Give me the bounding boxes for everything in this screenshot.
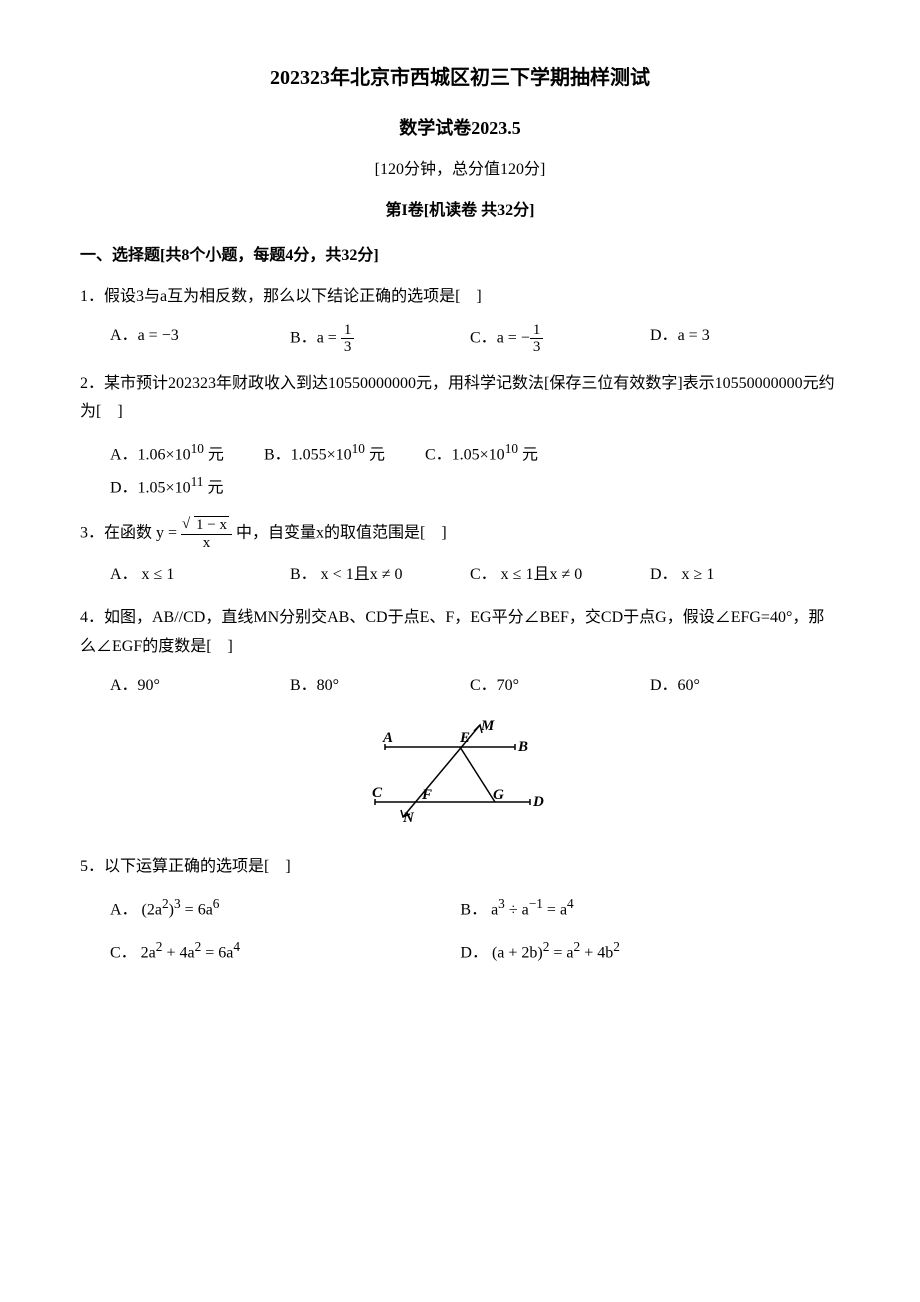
q4-figure: A B C D E F G M N — [80, 717, 840, 838]
q3-suffix: 中，自变量x的取值范围是[ ] — [232, 525, 447, 542]
q2-b-sup: 10 — [352, 441, 365, 456]
q1-c-num: 1 — [530, 322, 544, 340]
q5-c-3: = 6a — [201, 945, 233, 962]
question-4: 4．如图，AB//CD，直线MN分别交AB、CD于点E、F，EG平分∠BEF，交… — [80, 604, 840, 837]
question-3: 3．在函数 y = 1 − x x 中，自变量x的取值范围是[ ] A． x ≤ … — [80, 517, 840, 590]
q4-label-n: N — [402, 810, 415, 826]
q4-label-a: A — [382, 730, 393, 746]
q5-d-2: = a — [549, 945, 573, 962]
q1-d-expr: a = 3 — [678, 327, 710, 344]
q4-label-b: B — [517, 739, 528, 755]
q5-a-sup1: 2 — [162, 896, 169, 911]
q5-b-3: = a — [543, 902, 567, 919]
q5-choice-c: C． 2a2 + 4a2 = 6a4 — [110, 935, 460, 968]
q5-a-sup2: 3 — [174, 896, 181, 911]
q5-a-sup3: 6 — [213, 896, 220, 911]
q5-b-sup2: −1 — [529, 896, 543, 911]
q2-d-sup: 11 — [191, 474, 204, 489]
q1-c-prefix: a = − — [497, 329, 530, 346]
part1-heading: 一、选择题[共8个小题，每题4分，共32分] — [80, 242, 840, 271]
q1-a-expr: a = −3 — [138, 327, 179, 344]
q2-d-suffix: 元 — [203, 480, 223, 497]
main-title: 202323年北京市西城区初三下学期抽样测试 — [80, 60, 840, 96]
q1-choice-b: B．a = 13 — [290, 322, 450, 356]
q3-prefix: 3．在函数 y = — [80, 525, 181, 542]
q4-label-g: G — [493, 787, 504, 803]
q2-choice-d: D．1.05×1011 元 — [110, 470, 223, 503]
subtitle: 数学试卷2023.5 — [80, 112, 840, 144]
q5-b-2: ÷ a — [505, 902, 529, 919]
q4-choice-c: C．70° — [470, 672, 630, 701]
q2-a-prefix: A．1.06×10 — [110, 447, 191, 464]
q3-frac-den: x — [181, 535, 232, 552]
q5-c-1: C． 2a — [110, 945, 156, 962]
section1-title: 第I卷[机读卷 共32分] — [80, 197, 840, 226]
question-5: 5．以下运算正确的选项是[ ] A． (2a2)3 = 6a6 B． a3 ÷ … — [80, 853, 840, 968]
question-2: 2．某市预计202323年财政收入到达10550000000元，用科学记数法[保… — [80, 370, 840, 504]
q3-choice-a: A． x ≤ 1 — [110, 561, 270, 590]
q1-c-label: C． — [470, 329, 497, 346]
info-line: [120分钟，总分值120分] — [80, 156, 840, 185]
question-1: 1．假设3与a互为相反数，那么以下结论正确的选项是[ ] A．a = −3 B．… — [80, 283, 840, 356]
q5-choice-b: B． a3 ÷ a−1 = a4 — [460, 892, 810, 925]
q5-d-sup3: 2 — [613, 939, 620, 954]
q4-label-e: E — [459, 730, 470, 746]
q5-c-sup3: 4 — [233, 939, 240, 954]
q1-b-prefix: a = — [317, 329, 341, 346]
q1-choice-d: D．a = 3 — [650, 322, 810, 356]
q5-b-sup1: 3 — [498, 896, 505, 911]
q5-b-sup3: 4 — [567, 896, 574, 911]
q5-choice-a: A． (2a2)3 = 6a6 — [110, 892, 460, 925]
q4-choice-a: A．90° — [110, 672, 270, 701]
q5-b-1: B． a — [460, 902, 498, 919]
q4-label-f: F — [421, 787, 432, 803]
q3-sqrt-body: 1 − x — [194, 516, 229, 533]
q1-b-num: 1 — [341, 322, 355, 340]
q5-text: 5．以下运算正确的选项是[ ] — [80, 853, 840, 882]
q2-text: 2．某市预计202323年财政收入到达10550000000元，用科学记数法[保… — [80, 370, 840, 428]
q5-d-1: D． (a + 2b) — [460, 945, 542, 962]
q2-c-sup: 10 — [505, 441, 518, 456]
q3-frac-num: 1 − x — [181, 517, 232, 535]
q4-text: 4．如图，AB//CD，直线MN分别交AB、CD于点E、F，EG平分∠BEF，交… — [80, 604, 840, 662]
q4-label-c: C — [372, 785, 383, 801]
q2-a-suffix: 元 — [204, 447, 224, 464]
q2-choice-b: B．1.055×1010 元 — [264, 437, 385, 470]
q2-choice-c: C．1.05×1010 元 — [425, 437, 538, 470]
q1-text: 1．假设3与a互为相反数，那么以下结论正确的选项是[ ] — [80, 283, 840, 312]
q1-c-den: 3 — [530, 339, 544, 356]
q1-b-label: B． — [290, 329, 317, 346]
q5-a-1: A． (2a — [110, 902, 162, 919]
q2-a-sup: 10 — [191, 441, 204, 456]
q2-b-suffix: 元 — [365, 447, 385, 464]
q5-d-3: + 4b — [580, 945, 613, 962]
q3-text: 3．在函数 y = 1 − x x 中，自变量x的取值范围是[ ] — [80, 517, 840, 551]
q1-b-den: 3 — [341, 339, 355, 356]
q2-choice-a: A．1.06×1010 元 — [110, 437, 224, 470]
q1-a-label: A． — [110, 327, 138, 344]
q5-choice-d: D． (a + 2b)2 = a2 + 4b2 — [460, 935, 810, 968]
q2-c-suffix: 元 — [518, 447, 538, 464]
q4-label-d: D — [532, 794, 544, 810]
q3-choice-c: C． x ≤ 1且x ≠ 0 — [470, 561, 630, 590]
q4-svg: A B C D E F G M N — [360, 717, 560, 827]
q2-b-prefix: B．1.055×10 — [264, 447, 352, 464]
q2-d-prefix: D．1.05×10 — [110, 480, 191, 497]
q1-d-label: D． — [650, 327, 678, 344]
q5-a-3: = 6a — [181, 902, 213, 919]
q1-choice-a: A．a = −3 — [110, 322, 270, 356]
q5-c-2: + 4a — [162, 945, 194, 962]
q4-choice-b: B．80° — [290, 672, 450, 701]
q3-choice-d: D． x ≥ 1 — [650, 561, 714, 590]
q4-choice-d: D．60° — [650, 672, 700, 701]
q1-choice-c: C．a = −13 — [470, 322, 630, 356]
q3-choice-b: B． x < 1且x ≠ 0 — [290, 561, 450, 590]
q2-c-prefix: C．1.05×10 — [425, 447, 505, 464]
